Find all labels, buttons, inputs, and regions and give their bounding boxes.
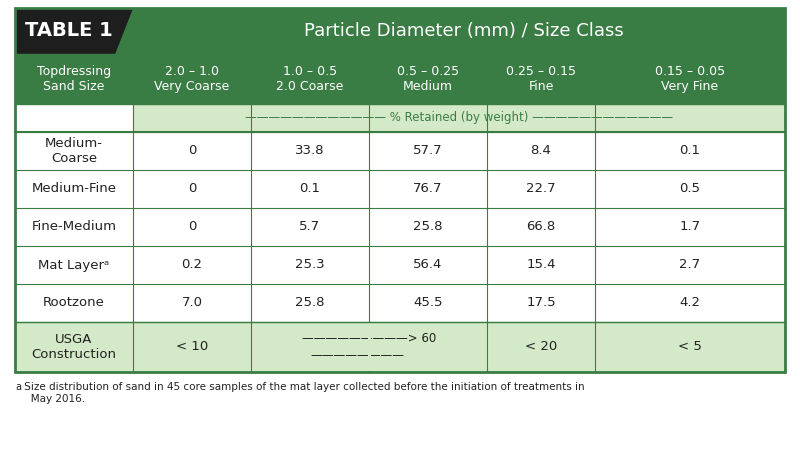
Text: Particle Diameter (mm) / Size Class: Particle Diameter (mm) / Size Class xyxy=(304,22,624,40)
Bar xyxy=(15,104,133,132)
Text: 25.8: 25.8 xyxy=(295,297,325,310)
Text: Rootzone: Rootzone xyxy=(43,297,105,310)
Text: 25.8: 25.8 xyxy=(414,220,442,234)
Text: 57.7: 57.7 xyxy=(413,144,443,158)
Bar xyxy=(15,208,785,246)
Text: ———————————— % Retained (by weight) ————————————: ———————————— % Retained (by weight) ————… xyxy=(245,112,673,125)
Bar xyxy=(15,170,785,208)
Text: TABLE 1: TABLE 1 xyxy=(25,22,113,40)
Bar xyxy=(15,8,133,54)
Text: Medium-Fine: Medium-Fine xyxy=(31,183,117,195)
Text: 0.1: 0.1 xyxy=(679,144,701,158)
Text: 5.7: 5.7 xyxy=(299,220,321,234)
Bar xyxy=(15,54,785,104)
Text: 33.8: 33.8 xyxy=(295,144,325,158)
Text: 0.5: 0.5 xyxy=(679,183,701,195)
Text: Medium-
Coarse: Medium- Coarse xyxy=(45,137,103,165)
Text: 0.15 – 0.05
Very Fine: 0.15 – 0.05 Very Fine xyxy=(655,65,725,93)
Polygon shape xyxy=(115,8,785,54)
Text: < 5: < 5 xyxy=(678,341,702,354)
Text: 0: 0 xyxy=(188,144,196,158)
Bar xyxy=(368,323,371,371)
Text: 17.5: 17.5 xyxy=(526,297,556,310)
Text: 76.7: 76.7 xyxy=(414,183,442,195)
Text: 8.4: 8.4 xyxy=(530,144,551,158)
Text: 15.4: 15.4 xyxy=(526,258,556,271)
Text: 45.5: 45.5 xyxy=(414,297,442,310)
Text: Fine-Medium: Fine-Medium xyxy=(31,220,117,234)
Text: 2.0 – 1.0
Very Coarse: 2.0 – 1.0 Very Coarse xyxy=(154,65,230,93)
Bar xyxy=(15,132,785,170)
Text: —————————> 60: —————————> 60 xyxy=(302,332,436,345)
Text: 0.2: 0.2 xyxy=(182,258,202,271)
Bar xyxy=(15,246,785,284)
Text: < 10: < 10 xyxy=(176,341,208,354)
Text: 0: 0 xyxy=(188,220,196,234)
Text: 0: 0 xyxy=(188,183,196,195)
Text: 1.7: 1.7 xyxy=(679,220,701,234)
Text: 7.0: 7.0 xyxy=(182,297,202,310)
Text: 1.0 – 0.5
2.0 Coarse: 1.0 – 0.5 2.0 Coarse xyxy=(276,65,344,93)
Text: USGA
Construction: USGA Construction xyxy=(31,333,117,361)
Text: 2.7: 2.7 xyxy=(679,258,701,271)
Bar xyxy=(15,8,785,372)
Text: 66.8: 66.8 xyxy=(526,220,556,234)
Bar xyxy=(133,8,785,54)
Text: < 20: < 20 xyxy=(525,341,557,354)
Bar xyxy=(15,322,785,372)
Text: Mat Layerᵃ: Mat Layerᵃ xyxy=(38,258,110,271)
Polygon shape xyxy=(15,8,133,54)
Bar xyxy=(133,104,785,132)
Text: Size distribution of sand in 45 core samples of the mat layer collected before t: Size distribution of sand in 45 core sam… xyxy=(21,382,585,404)
Text: 0.1: 0.1 xyxy=(299,183,321,195)
Text: 0.25 – 0.15
Fine: 0.25 – 0.15 Fine xyxy=(506,65,576,93)
Text: 22.7: 22.7 xyxy=(526,183,556,195)
Text: ————————: ———————— xyxy=(310,350,404,363)
Text: 25.3: 25.3 xyxy=(295,258,325,271)
Text: a: a xyxy=(15,382,21,392)
Text: 56.4: 56.4 xyxy=(414,258,442,271)
Text: Topdressing
Sand Size: Topdressing Sand Size xyxy=(37,65,111,93)
Bar xyxy=(15,284,785,322)
Text: 4.2: 4.2 xyxy=(679,297,701,310)
Text: 0.5 – 0.25
Medium: 0.5 – 0.25 Medium xyxy=(397,65,459,93)
